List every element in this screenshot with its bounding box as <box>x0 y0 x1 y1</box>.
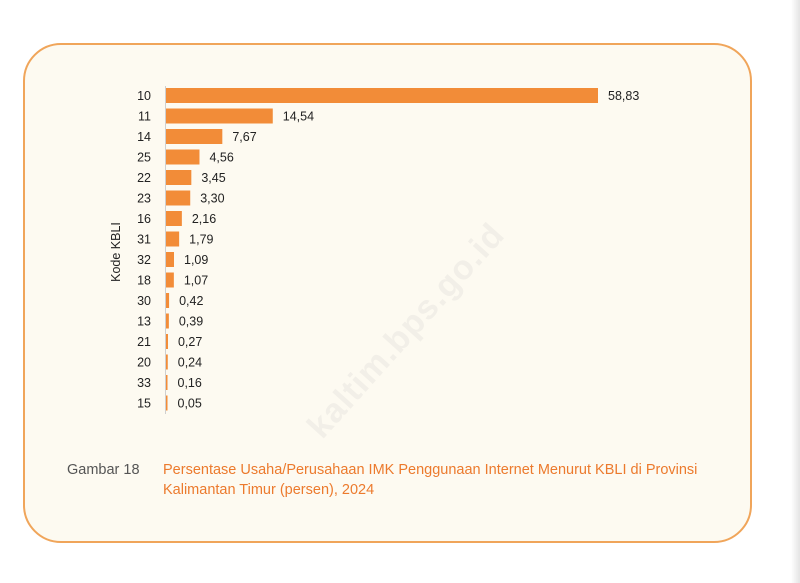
bar <box>166 293 170 308</box>
data-label: 0,05 <box>178 397 202 411</box>
category-label: 11 <box>138 110 151 124</box>
data-label: 4,56 <box>209 151 233 165</box>
bar <box>166 395 168 411</box>
bars-group: 10 58,83 11 14,54 14 7,67 25 4,56 22 3,45 23 3,30 16… <box>137 88 639 411</box>
category-label: 31 <box>137 233 151 247</box>
bar <box>166 88 598 103</box>
category-label: 25 <box>137 151 151 165</box>
category-label: 14 <box>137 130 151 144</box>
category-label: 13 <box>137 315 151 329</box>
bar <box>166 211 182 226</box>
data-label: 3,30 <box>200 192 224 206</box>
figure-card <box>23 43 752 543</box>
category-label: 10 <box>137 89 151 103</box>
category-label: 18 <box>137 274 151 288</box>
data-label: 0,24 <box>178 356 202 370</box>
bar <box>166 354 168 370</box>
bar <box>166 313 169 329</box>
y-axis-title: Kode KBLI <box>109 222 123 282</box>
category-label: 23 <box>137 192 151 206</box>
data-label: 0,42 <box>179 294 203 308</box>
category-label: 22 <box>137 171 151 185</box>
caption-title: Persentase Usaha/Perusahaan IMK Pengguna… <box>163 462 698 498</box>
bar <box>166 129 223 144</box>
data-label: 2,16 <box>192 212 216 226</box>
data-label: 7,67 <box>232 130 256 144</box>
data-label: 3,45 <box>201 171 225 185</box>
bar <box>166 108 273 124</box>
category-label: 33 <box>137 376 151 390</box>
bar <box>166 190 191 206</box>
bar <box>166 252 175 267</box>
category-label: 32 <box>137 253 151 267</box>
data-label: 0,39 <box>179 315 203 329</box>
category-label: 15 <box>137 397 151 411</box>
bar <box>166 231 180 247</box>
data-label: 14,54 <box>283 110 314 124</box>
category-label: 30 <box>137 294 151 308</box>
data-label: 1,79 <box>189 233 213 247</box>
bar <box>166 334 168 349</box>
category-label: 20 <box>137 356 151 370</box>
bar <box>166 149 200 165</box>
bar <box>166 272 174 288</box>
category-label: 21 <box>137 335 151 349</box>
bar <box>166 375 168 390</box>
data-label: 1,09 <box>184 253 208 267</box>
data-label: 0,16 <box>178 376 202 390</box>
page-edge-shadow <box>791 0 800 583</box>
data-label: 0,27 <box>178 335 202 349</box>
category-label: 16 <box>137 212 151 226</box>
caption-number: Gambar 18 <box>67 462 140 478</box>
bar <box>166 170 192 185</box>
data-label: 1,07 <box>184 274 208 288</box>
data-label: 58,83 <box>608 89 639 103</box>
